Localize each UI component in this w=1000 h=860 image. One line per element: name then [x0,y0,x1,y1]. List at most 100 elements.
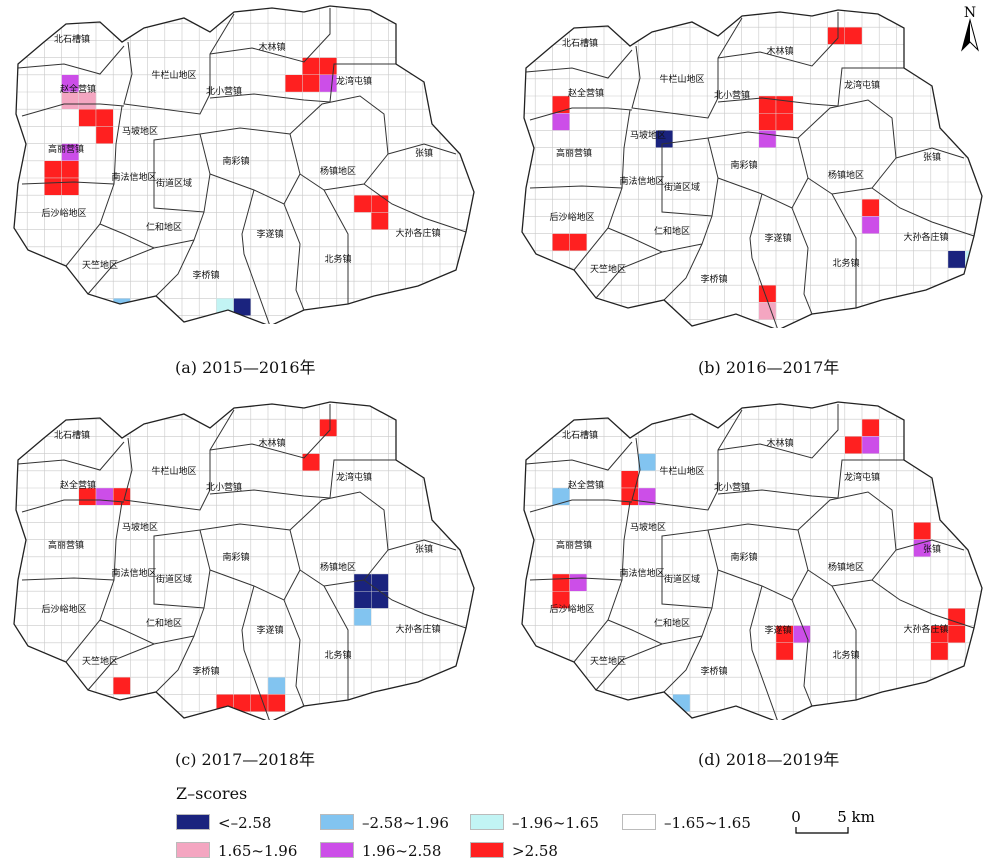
hotspot-cell-n258_196 [112,298,131,316]
hotspot-cell-p196_258 [319,74,338,93]
district-label: 赵全营镇 [568,479,604,491]
legend-swatch [320,842,354,858]
caption-a: (a) 2015—2016年 [175,358,316,377]
map-panel-c: 北石槽镇 牛栏山地区 木林镇 北小营镇 龙湾屯镇 赵全营镇 马坡地区 高丽营镇 南彩镇 杨镇地区 张… [4,400,484,720]
study-area-outline [521,9,983,328]
hotspot-cell-p196_258 [638,487,656,506]
hotspot-cell-gt_258 [930,642,949,661]
legend-item-gt258: >2.58 [470,842,558,860]
legend-item-n258-196: –2.58~1.96 [320,814,449,832]
hotspot-cell-gt_258 [353,194,372,213]
map-panel-b: 北石槽镇 牛栏山地区 木林镇 北小营镇 龙湾屯镇 赵全营镇 马坡地区 高丽营镇 南彩镇 杨镇地区 张… [512,8,992,328]
district-label: 赵全营镇 [60,83,96,95]
district-label: 北务镇 [832,649,859,661]
hotspot-cell-gt_258 [844,436,863,454]
caption-c: (c) 2017—2018年 [175,750,315,769]
hotspot-cell-gt_258 [302,74,320,93]
district-label: 北小营镇 [714,481,750,493]
legend: Z–scores <–2.58 –2.58~1.96 –1.96~1.65 –1… [0,778,1000,860]
district-label: 北石槽镇 [562,429,598,441]
hotspot-cell-gt_258 [285,74,303,93]
study-area-outline [13,5,475,324]
district-label: 仁和地区 [146,617,182,629]
district-label: 木林镇 [766,437,793,449]
scale-bar: 0 5 km [790,808,890,838]
hotspot-cell-gt_258 [775,642,794,661]
district-label: 后沙峪地区 [549,603,594,615]
legend-swatch [622,814,656,830]
district-label: 后沙峪地区 [41,207,86,219]
district-label: 北石槽镇 [54,429,90,441]
district-label: 木林镇 [258,437,285,449]
legend-label: 1.96~2.58 [362,842,442,860]
district-label: 木林镇 [766,45,793,57]
district-label: 龙湾屯镇 [336,75,372,87]
hotspot-cell-gt_258 [95,126,114,144]
district-label: 大孙各庄镇 [903,623,948,635]
district-label: 李桥镇 [700,665,727,677]
legend-item-n165-165: –1.65~1.65 [622,814,751,832]
north-label: N [964,5,976,21]
hotspot-cell-lt_258 [371,590,389,609]
district-label: 天竺地区 [590,655,626,667]
district-label: 南法信地区 [619,175,664,187]
hotspot-cell-gt_258 [552,590,570,609]
map-panel-a: 北石槽镇 牛栏山地区 木林镇 北小营镇 龙湾屯镇 赵全营镇 马坡地区 高丽营镇 南彩镇 杨镇地区 张… [4,4,484,324]
scale-start: 0 [791,808,801,826]
hotspot-cell-gt_258 [44,160,62,179]
legend-label: >2.58 [512,842,558,860]
hotspot-cell-gt_258 [95,108,114,127]
district-label: 张镇 [923,543,941,555]
hotspot-cell-n258_196 [353,608,372,626]
district-label: 南彩镇 [222,551,249,563]
legend-swatch [176,842,210,858]
hotspot-cell-gt_258 [569,233,587,252]
north-arrow-icon: N [958,4,982,54]
hotspot-cell-n258_196 [638,453,656,471]
district-label: 李桥镇 [192,665,219,677]
district-label: 北石槽镇 [54,33,90,45]
district-label: 牛栏山地区 [151,69,196,81]
district-borders [525,404,975,720]
hotspot-cell-p196_258 [439,281,458,299]
district-label: 北务镇 [324,649,351,661]
district-borders [525,12,975,328]
district-label: 南法信地区 [111,171,156,183]
hotspot-cell-gt_258 [758,112,777,131]
district-label: 牛栏山地区 [151,465,196,477]
district-label: 天竺地区 [82,259,118,271]
district-label: 北务镇 [324,253,351,265]
district-label: 大孙各庄镇 [395,623,440,635]
caption-d: (d) 2018—2019年 [698,750,840,769]
hotspot-cell-p196_258 [861,436,880,454]
district-label: 高丽营镇 [556,147,592,159]
legend-swatch [320,814,354,830]
district-label: 南彩镇 [222,155,249,167]
hotspot-cell-gt_258 [78,108,97,127]
hotspot-cell-n258_196 [552,487,570,506]
scale-end: 5 km [837,808,875,826]
hotspot-cell-gt_258 [947,625,966,644]
hotspot-cell-p196_258 [95,487,114,506]
district-label: 北小营镇 [714,89,750,101]
legend-item-n196-165: –1.96~1.65 [470,814,599,832]
legend-swatch [470,842,504,858]
legend-swatch [176,814,210,830]
hotspot-cell-gt_258 [302,453,320,471]
district-label: 大孙各庄镇 [395,227,440,239]
district-label: 马坡地区 [630,521,666,533]
district-label: 北小营镇 [206,481,242,493]
district-label: 街道区域 [156,573,192,585]
hotspot-cell-p196_258 [861,216,880,234]
district-label: 北小营镇 [206,85,242,97]
caption-b: (b) 2016—2017年 [698,358,840,377]
hotspot-cell-gt_258 [861,198,880,217]
study-area-outline [521,401,983,720]
legend-label: <–2.58 [218,814,272,832]
hotspot-cell-gt_258 [552,573,570,592]
hotspot-cell-gt_258 [827,27,846,45]
hotspot-cell-lt_258 [371,573,389,592]
hotspot-cell-gt_258 [844,27,863,45]
district-label: 南法信地区 [111,567,156,579]
